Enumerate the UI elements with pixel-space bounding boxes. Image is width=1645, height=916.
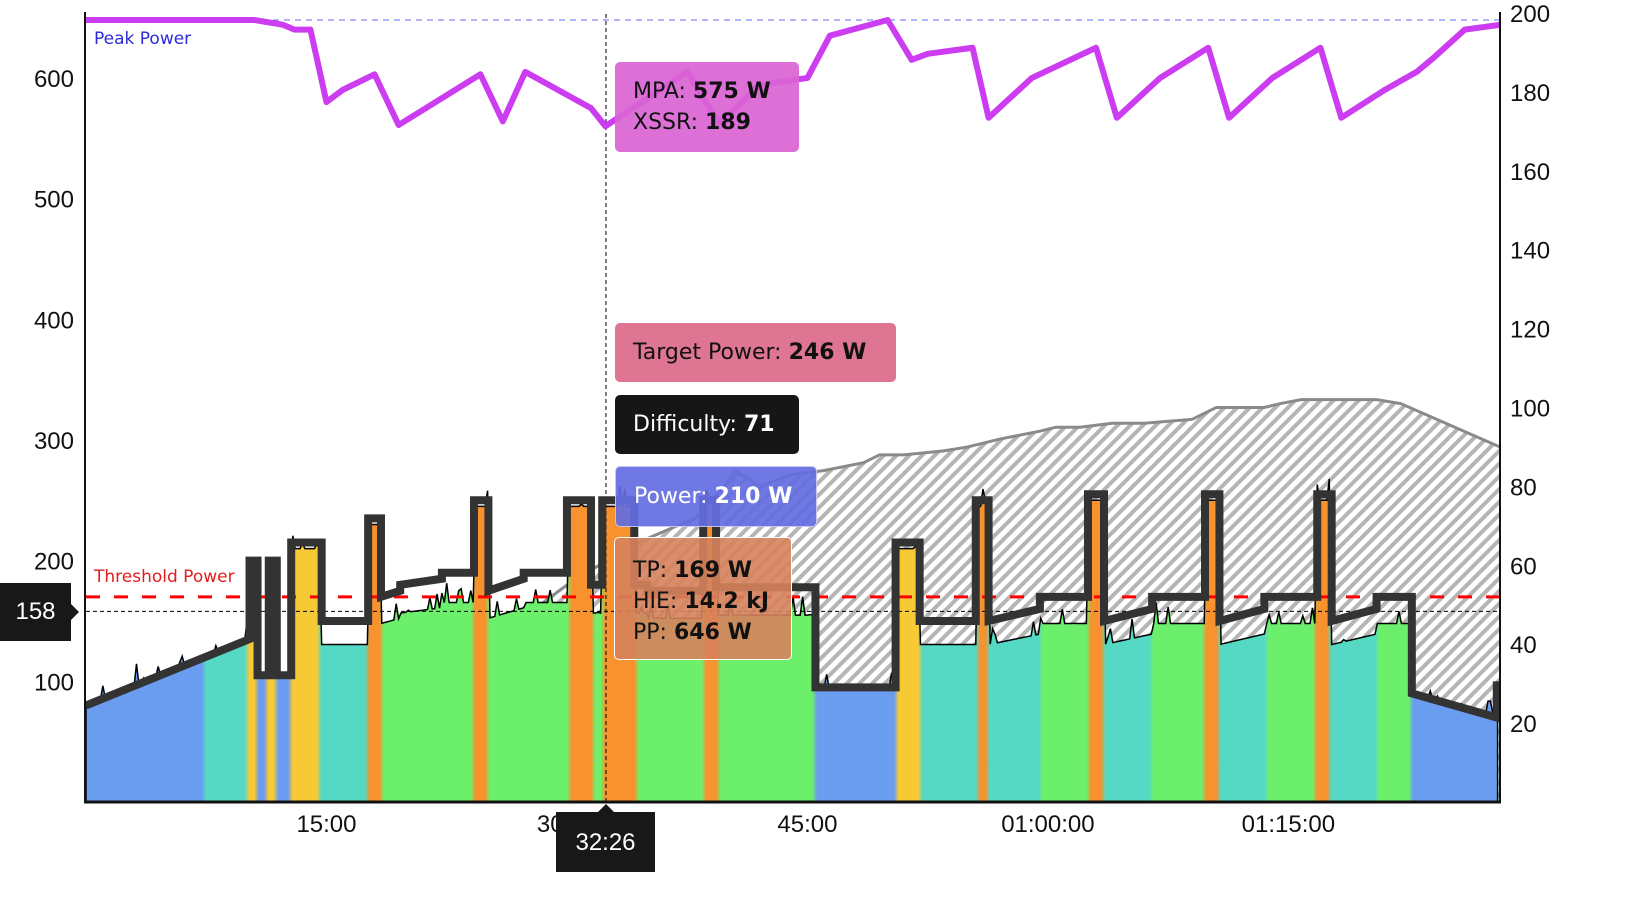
mpa-tooltip: MPA: 575 W XSSR: 189 [615, 62, 799, 152]
xssr-value: 189 [705, 110, 751, 135]
difficulty-label: Difficulty: [633, 412, 744, 437]
peak-power-label: Peak Power [94, 29, 192, 49]
tp-value: 169 W [674, 558, 752, 583]
y-left-tick-label: 200 [34, 549, 74, 576]
y-right-tick-label: 100 [1510, 396, 1550, 423]
x-tick-label: 01:15:00 [1242, 811, 1335, 838]
metrics-tooltip: TP: 169 W HIE: 14.2 kJ PP: 646 W [614, 537, 792, 660]
xssr-row: XSSR: 189 [633, 107, 781, 138]
pp-value: 646 W [673, 620, 752, 645]
x-tick-label: 15:00 [296, 811, 356, 838]
target-power-tooltip: Target Power: 246 W [615, 323, 896, 382]
hie-row: HIE: 14.2 kJ [633, 586, 773, 617]
difficulty-tooltip: Difficulty: 71 [615, 395, 799, 454]
threshold-power-label: Threshold Power [94, 567, 235, 587]
y-right-tick-label: 200 [1510, 1, 1550, 28]
y-right-tick-label: 40 [1510, 632, 1537, 659]
mpa-row: MPA: 575 W [633, 76, 781, 107]
power-value: 210 W [714, 484, 793, 509]
y-right-tick-label: 180 [1510, 80, 1550, 107]
y-right-tick-label: 160 [1510, 159, 1550, 186]
y-left-tick-label: 600 [34, 66, 74, 93]
target-power-value: 246 W [788, 340, 867, 365]
axes: 100 200 300 400 500 600 20 40 60 80 100 120 140 160 18… [34, 1, 1550, 838]
mpa-label: MPA: [633, 79, 693, 104]
y-right-tick-label: 80 [1510, 474, 1537, 501]
mpa-line [86, 17, 1501, 130]
tp-row: TP: 169 W [633, 555, 773, 586]
hie-value: 14.2 kJ [684, 589, 770, 614]
y-right-tick-label: 140 [1510, 238, 1550, 265]
x-tick-label: 01:00:00 [1001, 811, 1094, 838]
power-label: Power: [634, 484, 715, 509]
cursor-x-readout: 32:26 [556, 804, 655, 872]
y-left-tick-label: 500 [34, 187, 74, 214]
mpa-path [86, 17, 1501, 130]
xssr-label: XSSR: [633, 110, 706, 135]
y-right-tick-label: 20 [1510, 711, 1537, 738]
power-tooltip: Power: 210 W [615, 466, 817, 527]
y-right-tick-label: 120 [1510, 317, 1550, 344]
y-left-tick-label: 100 [34, 669, 74, 696]
pp-row: PP: 646 W [633, 617, 773, 648]
y-left-tick-label: 400 [34, 307, 74, 334]
cursor-y-readout: 158 [0, 583, 79, 641]
mpa-value: 575 W [692, 79, 771, 104]
pp-label: PP: [633, 620, 674, 645]
y-right-tick-label: 60 [1510, 553, 1537, 580]
x-tick-label: 45:00 [777, 811, 837, 838]
target-power-label: Target Power: [633, 340, 789, 365]
hie-label: HIE: [633, 589, 685, 614]
y-left-tick-label: 300 [34, 428, 74, 455]
tp-label: TP: [633, 558, 675, 583]
difficulty-value: 71 [743, 412, 775, 437]
